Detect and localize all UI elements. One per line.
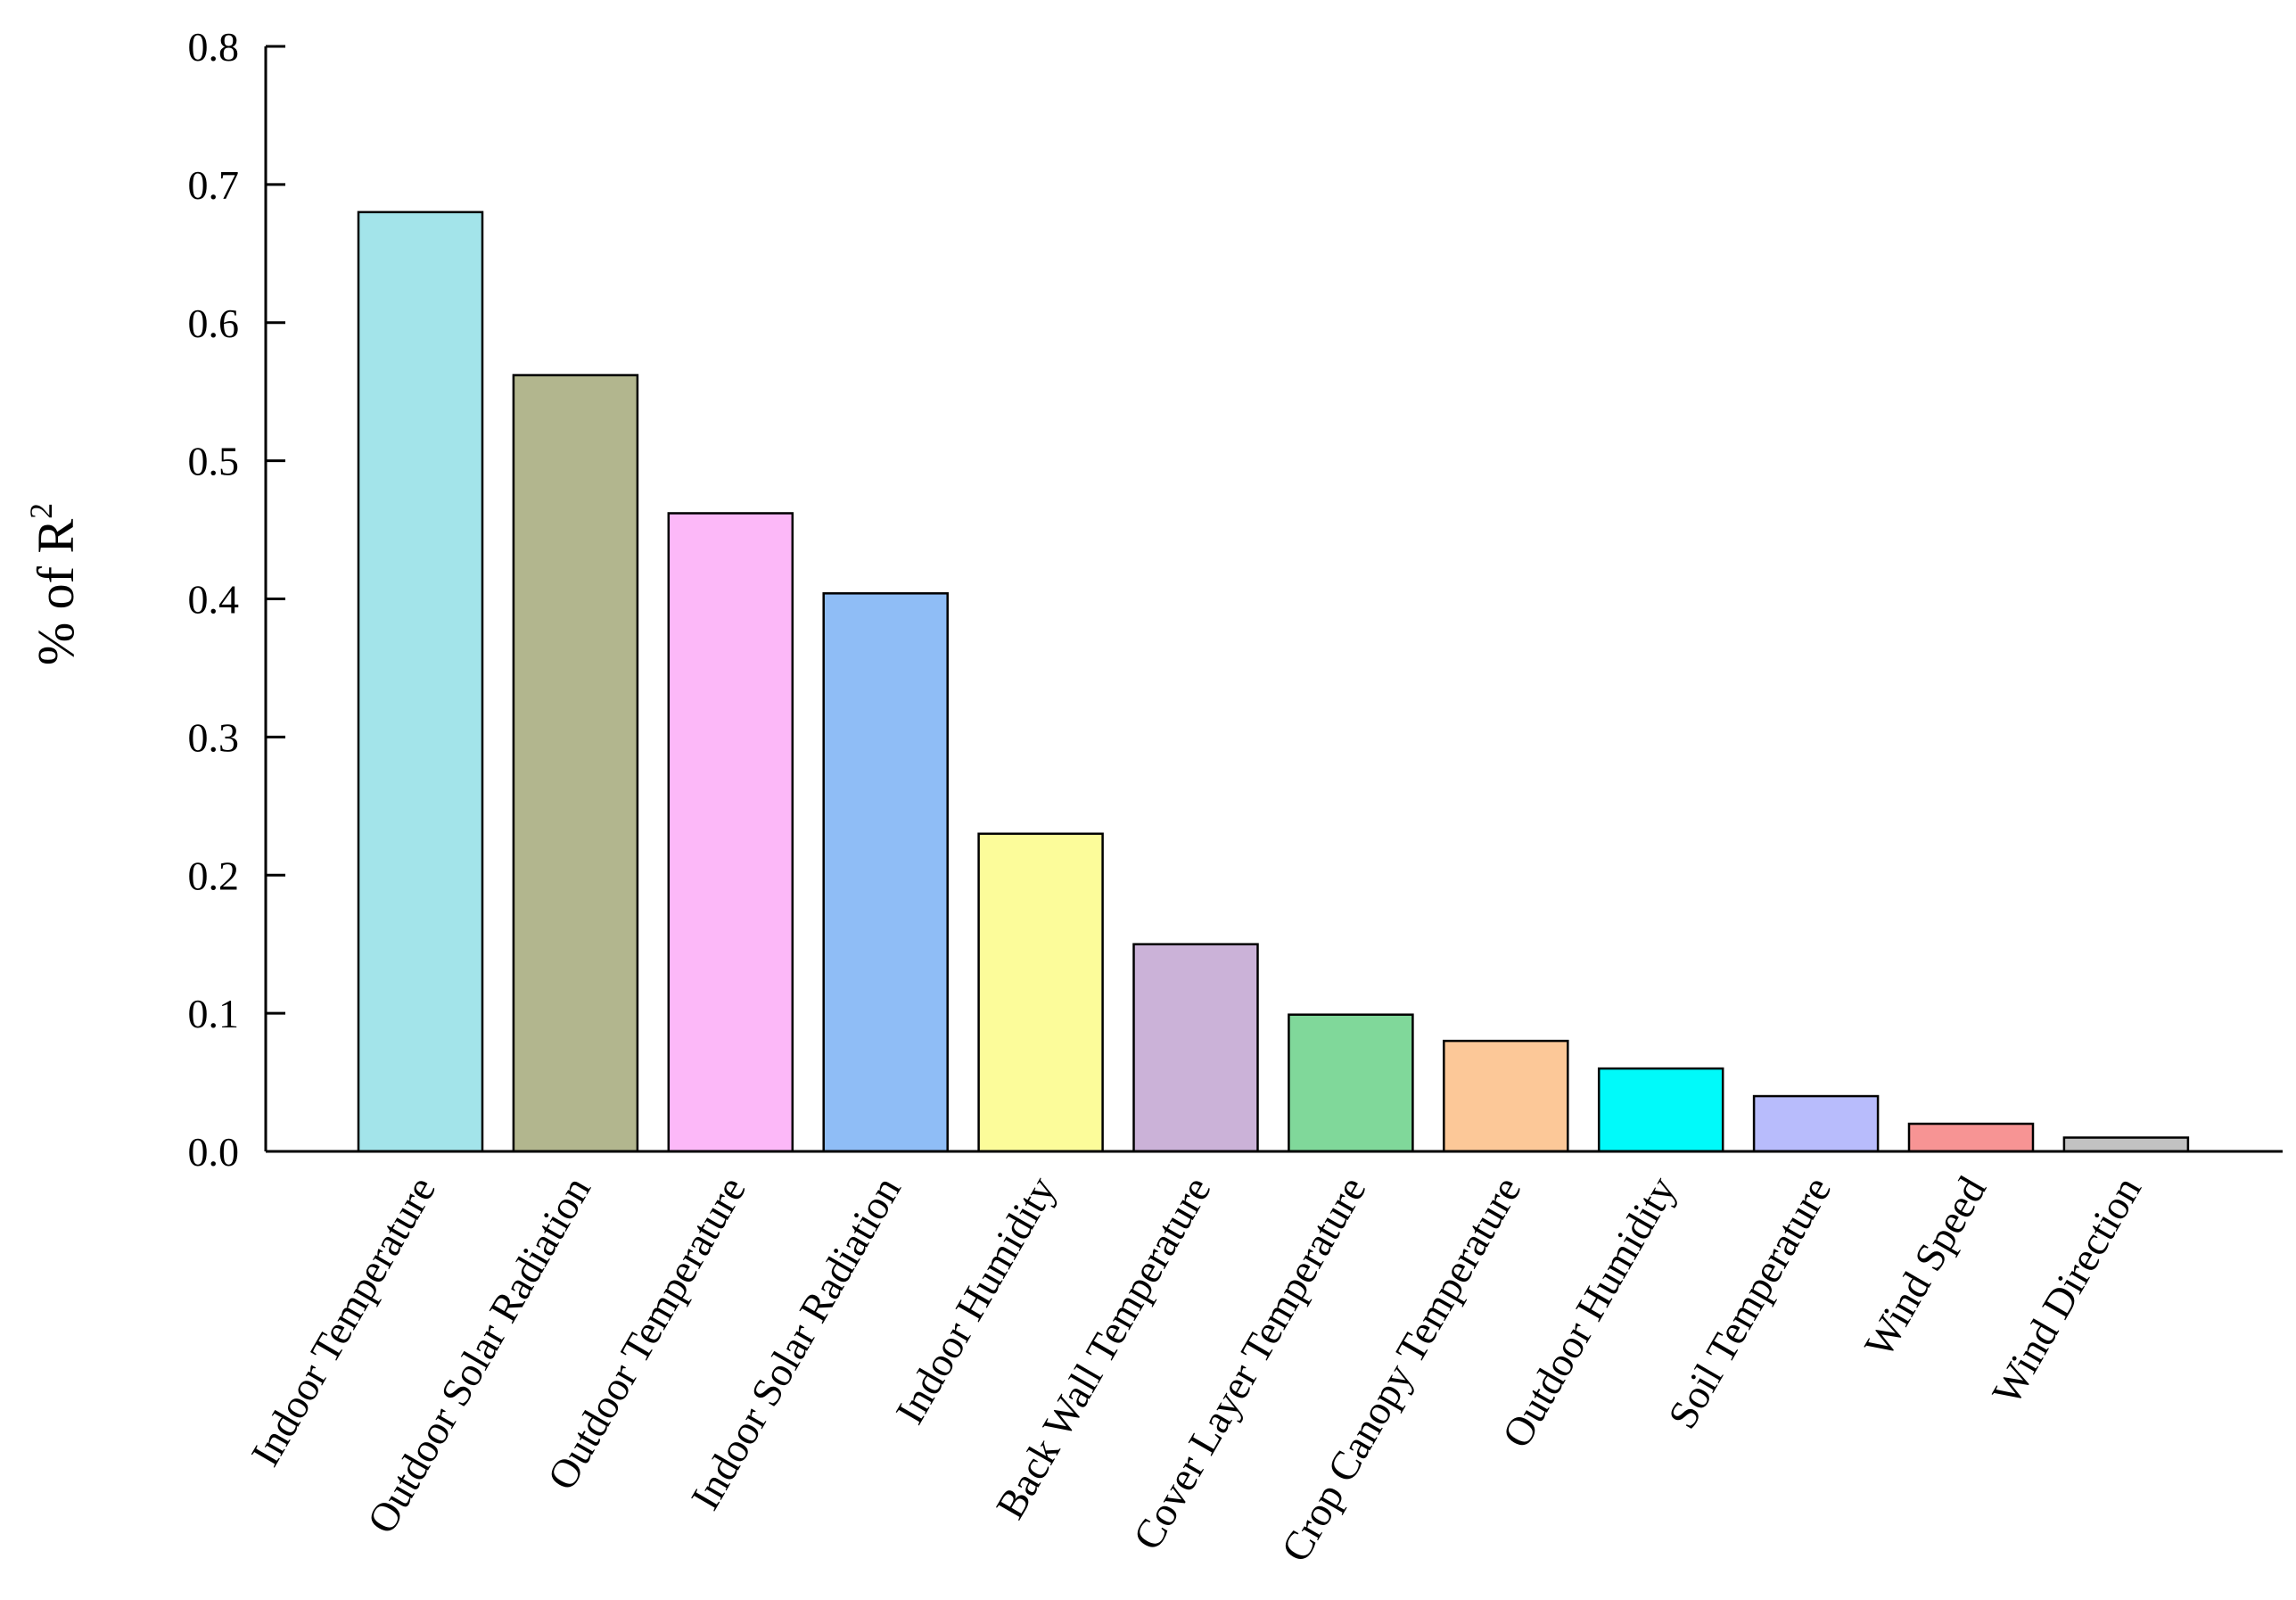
x-tick-label: Soil Temperature (1659, 1169, 1839, 1437)
bar-outdoor-temperature (667, 512, 794, 1153)
bar-indoor-humidity (977, 832, 1104, 1153)
y-tick-label: 0.0 (188, 1129, 240, 1175)
x-tick-label: Wind Speed (1856, 1169, 1995, 1365)
bar-outdoor-humidity (1597, 1067, 1724, 1153)
y-ticks: 0.0 0.1 0.2 0.3 0.4 0.5 0.6 0.7 0.8 (188, 24, 285, 1175)
y-tick-label: 0.3 (188, 714, 240, 760)
y-tick-label: 0.2 (188, 853, 240, 898)
y-tick-label: 0.4 (188, 577, 240, 623)
y-axis-title-main: % of R (27, 519, 85, 666)
y-tick-label: 0.5 (188, 439, 240, 484)
y-axis-title-superscript: 2 (23, 503, 59, 519)
bar-indoor-temperature (357, 210, 484, 1153)
bar-wind-direction (2062, 1136, 2190, 1153)
bar-outdoor-solar-radiation (512, 374, 639, 1153)
y-tick-label: 0.7 (188, 162, 240, 208)
y-tick-label: 0.1 (188, 991, 240, 1036)
bar-crop-canopy-temperature (1443, 1039, 1569, 1153)
x-tick-label: Outdoor Humidity (1494, 1169, 1685, 1456)
bars-layer (357, 210, 2190, 1153)
y-tick-label: 0.8 (188, 24, 240, 70)
y-axis-title: % of R2 (23, 503, 85, 665)
bar-cover-layer-temperature (1288, 1013, 1414, 1153)
bar-soil-temperature (1752, 1094, 1880, 1153)
bar-indoor-solar-radiation (822, 592, 949, 1153)
x-tick-label: Wind Direction (1983, 1169, 2150, 1413)
bar-back-wall-temperature (1132, 943, 1259, 1153)
x-tick-label: Indoor Humidity (886, 1169, 1064, 1431)
y-tick-label: 0.6 (188, 301, 240, 346)
bar-wind-speed (1907, 1122, 2035, 1153)
